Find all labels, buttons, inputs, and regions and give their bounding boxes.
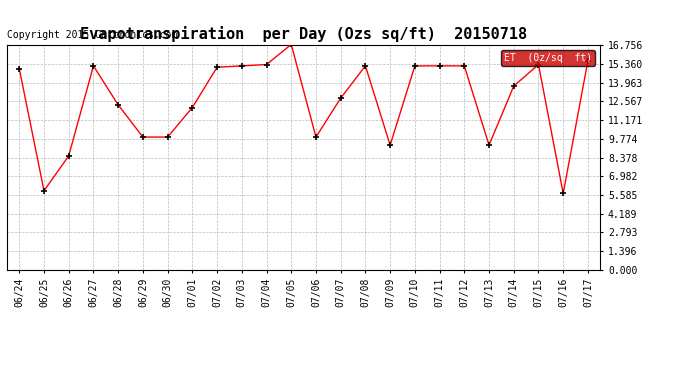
Legend: ET  (0z/sq  ft): ET (0z/sq ft) [502, 50, 595, 66]
Text: Copyright 2015 Cartronics.com: Copyright 2015 Cartronics.com [7, 30, 177, 40]
Title: Evapotranspiration  per Day (Ozs sq/ft)  20150718: Evapotranspiration per Day (Ozs sq/ft) 2… [80, 27, 527, 42]
